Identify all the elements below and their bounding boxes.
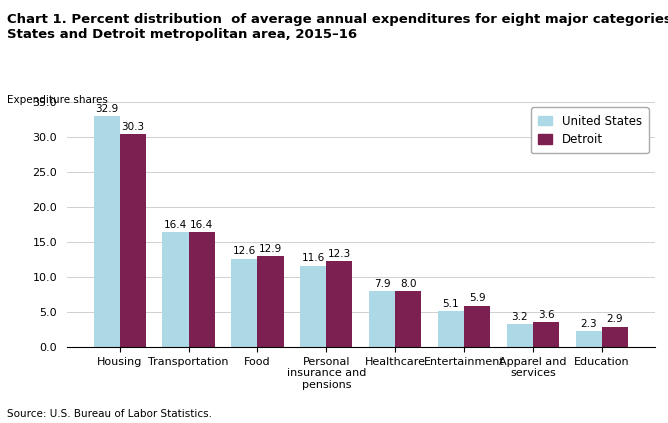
Text: Source: U.S. Bureau of Labor Statistics.: Source: U.S. Bureau of Labor Statistics.: [7, 409, 212, 419]
Bar: [576, 331, 602, 347]
Bar: [257, 256, 284, 347]
Bar: [438, 311, 464, 347]
Bar: [369, 291, 395, 347]
Bar: [162, 232, 188, 347]
Bar: [602, 327, 628, 347]
Text: 2.9: 2.9: [607, 314, 623, 324]
Text: 3.2: 3.2: [512, 312, 528, 322]
Text: 16.4: 16.4: [164, 220, 187, 230]
Bar: [120, 135, 146, 347]
Bar: [464, 305, 490, 347]
Text: 11.6: 11.6: [301, 253, 325, 264]
Text: Chart 1. Percent distribution  of average annual expenditures for eight major ca: Chart 1. Percent distribution of average…: [7, 13, 668, 41]
Text: 12.6: 12.6: [232, 247, 256, 256]
Text: Expenditure shares: Expenditure shares: [7, 95, 108, 105]
Text: 32.9: 32.9: [95, 104, 118, 114]
Text: 12.9: 12.9: [259, 244, 282, 254]
Bar: [533, 321, 559, 347]
Bar: [326, 261, 353, 347]
Text: 30.3: 30.3: [121, 122, 144, 132]
Bar: [188, 232, 214, 347]
Bar: [507, 324, 533, 347]
Text: 3.6: 3.6: [538, 310, 554, 319]
Text: 5.1: 5.1: [443, 299, 459, 309]
Text: 8.0: 8.0: [400, 279, 416, 288]
Text: 7.9: 7.9: [374, 279, 390, 289]
Bar: [395, 291, 422, 347]
Text: 5.9: 5.9: [469, 294, 486, 303]
Text: 12.3: 12.3: [328, 249, 351, 258]
Text: 16.4: 16.4: [190, 220, 213, 230]
Bar: [94, 116, 120, 347]
Bar: [300, 266, 326, 347]
Bar: [231, 258, 257, 347]
Text: 2.3: 2.3: [580, 319, 597, 329]
Legend: United States, Detroit: United States, Detroit: [531, 107, 649, 154]
